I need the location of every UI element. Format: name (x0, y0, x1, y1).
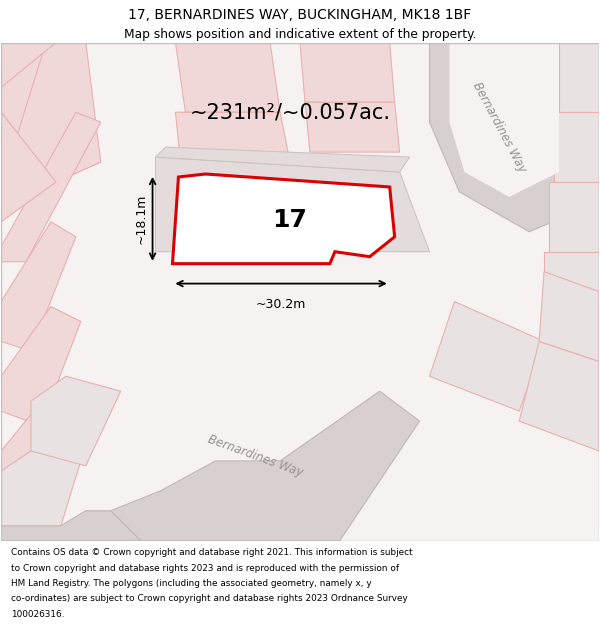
Polygon shape (1, 222, 76, 351)
Polygon shape (559, 42, 599, 112)
Polygon shape (1, 306, 81, 426)
Polygon shape (175, 42, 280, 112)
Polygon shape (111, 391, 419, 541)
Polygon shape (1, 42, 56, 88)
Polygon shape (1, 451, 81, 526)
Text: Contains OS data © Crown copyright and database right 2021. This information is : Contains OS data © Crown copyright and d… (11, 548, 412, 558)
Polygon shape (1, 396, 81, 501)
Polygon shape (300, 42, 395, 102)
Text: 17, BERNARDINES WAY, BUCKINGHAM, MK18 1BF: 17, BERNARDINES WAY, BUCKINGHAM, MK18 1B… (128, 8, 472, 22)
Polygon shape (1, 42, 101, 182)
Text: ~30.2m: ~30.2m (256, 298, 306, 311)
Polygon shape (1, 42, 101, 187)
Polygon shape (175, 112, 290, 162)
Polygon shape (172, 174, 395, 264)
Text: HM Land Registry. The polygons (including the associated geometry, namely x, y: HM Land Registry. The polygons (includin… (11, 579, 371, 588)
Polygon shape (549, 182, 599, 252)
Polygon shape (1, 112, 101, 262)
Text: Bernardines Way: Bernardines Way (206, 432, 305, 479)
Polygon shape (1, 511, 140, 541)
Polygon shape (155, 147, 410, 172)
Polygon shape (554, 112, 599, 182)
Polygon shape (430, 42, 599, 232)
Text: Map shows position and indicative extent of the property.: Map shows position and indicative extent… (124, 28, 476, 41)
Text: Bernardines Way: Bernardines Way (470, 80, 529, 174)
Polygon shape (449, 42, 559, 197)
Text: to Crown copyright and database rights 2023 and is reproduced with the permissio: to Crown copyright and database rights 2… (11, 564, 399, 572)
Text: 100026316.: 100026316. (11, 609, 64, 619)
Text: co-ordinates) are subject to Crown copyright and database rights 2023 Ordnance S: co-ordinates) are subject to Crown copyr… (11, 594, 407, 603)
Polygon shape (1, 42, 599, 541)
Polygon shape (519, 341, 599, 451)
Polygon shape (430, 301, 544, 411)
Polygon shape (539, 272, 599, 361)
Text: ~231m²/~0.057ac.: ~231m²/~0.057ac. (190, 102, 391, 122)
Polygon shape (544, 252, 599, 321)
Polygon shape (1, 112, 56, 222)
Polygon shape (305, 102, 400, 152)
Text: 17: 17 (272, 208, 307, 232)
Text: ~18.1m: ~18.1m (134, 194, 148, 244)
Polygon shape (31, 376, 121, 466)
Polygon shape (155, 157, 430, 252)
